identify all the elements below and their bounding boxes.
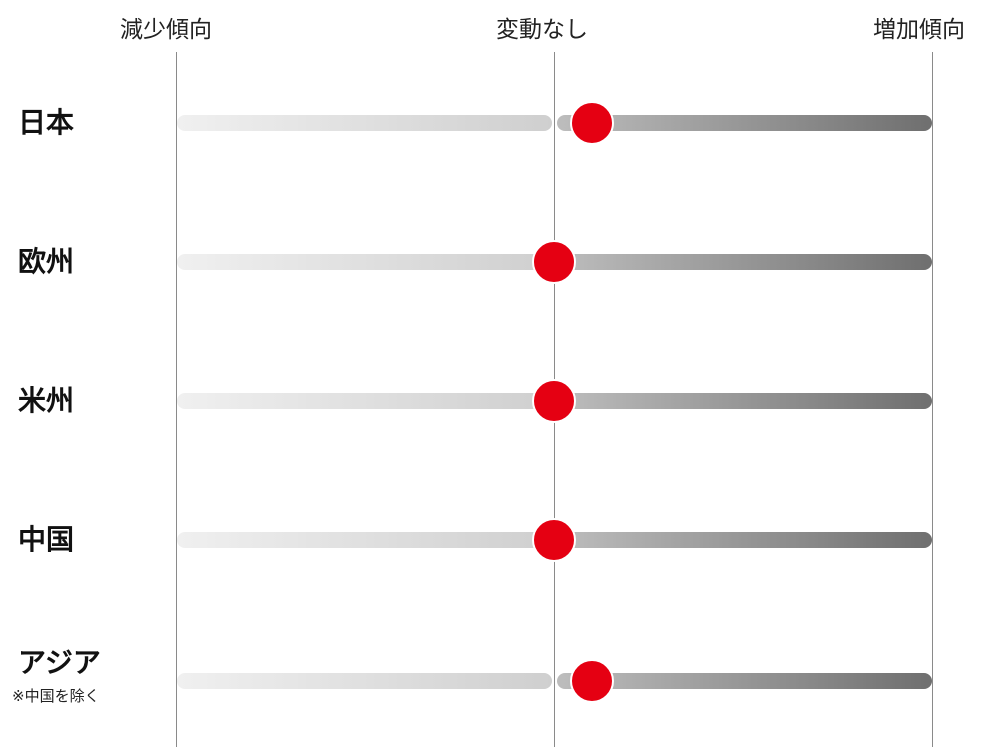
scale-label-increase: 増加傾向 (873, 17, 965, 43)
row-label: 中国 (18, 523, 75, 556)
track-decrease-segment (177, 532, 552, 548)
data-point-marker (532, 240, 576, 284)
data-point-marker (569, 101, 614, 145)
row-label: アジア (18, 646, 101, 679)
track-increase-segment (557, 115, 932, 131)
data-point-marker (532, 518, 576, 562)
row-label: 欧州 (18, 245, 75, 278)
data-point-marker (532, 379, 576, 423)
row-label: 日本 (18, 106, 75, 139)
track-decrease-segment (177, 115, 552, 131)
track-increase-segment (557, 393, 932, 409)
track-increase-segment (557, 673, 932, 689)
track-decrease-segment (177, 673, 552, 689)
track-decrease-segment (177, 254, 552, 270)
track-increase-segment (557, 254, 932, 270)
track-decrease-segment (177, 393, 552, 409)
row-note: ※中国を除く (12, 687, 100, 705)
data-point-marker (569, 659, 614, 703)
track-increase-segment (557, 532, 932, 548)
scale-label-no-change: 変動なし (496, 17, 588, 43)
scale-label-decrease: 減少傾向 (120, 17, 212, 43)
row-label: 米州 (18, 384, 75, 417)
gridline-decrease (176, 52, 177, 747)
gridline-increase (932, 52, 933, 747)
